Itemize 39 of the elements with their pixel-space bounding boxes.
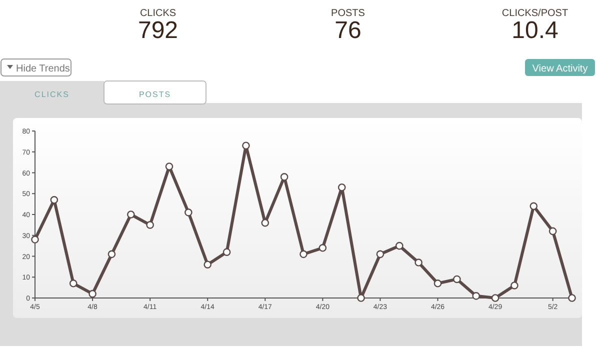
text: CLICKS/POST	[502, 8, 568, 19]
point	[491, 294, 500, 302]
point	[242, 142, 250, 150]
point	[69, 279, 78, 288]
text: 792	[138, 17, 178, 44]
text: 76	[334, 17, 362, 44]
point	[31, 236, 39, 244]
point	[510, 282, 518, 290]
point	[453, 275, 461, 284]
point	[280, 173, 288, 181]
point	[165, 162, 174, 170]
point	[318, 244, 327, 252]
point	[88, 290, 96, 298]
point	[261, 218, 270, 227]
point	[395, 242, 404, 250]
point	[300, 250, 308, 258]
point	[50, 196, 58, 204]
text: POSTS	[331, 8, 366, 19]
text: View Activity	[532, 64, 588, 74]
text: POSTS	[138, 90, 172, 99]
text: Hide Trends	[16, 64, 70, 74]
point	[548, 227, 557, 236]
point	[530, 202, 538, 210]
point	[146, 221, 154, 229]
point	[472, 292, 480, 300]
point	[434, 279, 442, 288]
text: 10.4	[512, 17, 558, 44]
point	[338, 183, 346, 192]
point	[222, 248, 231, 256]
point	[126, 210, 135, 218]
point	[357, 294, 365, 302]
point	[108, 250, 116, 258]
text: CLICKS	[140, 8, 176, 19]
point	[568, 294, 576, 302]
point	[414, 258, 422, 266]
point	[184, 208, 192, 216]
text: CLICKS	[34, 90, 70, 99]
point	[204, 260, 212, 268]
point	[376, 250, 384, 258]
